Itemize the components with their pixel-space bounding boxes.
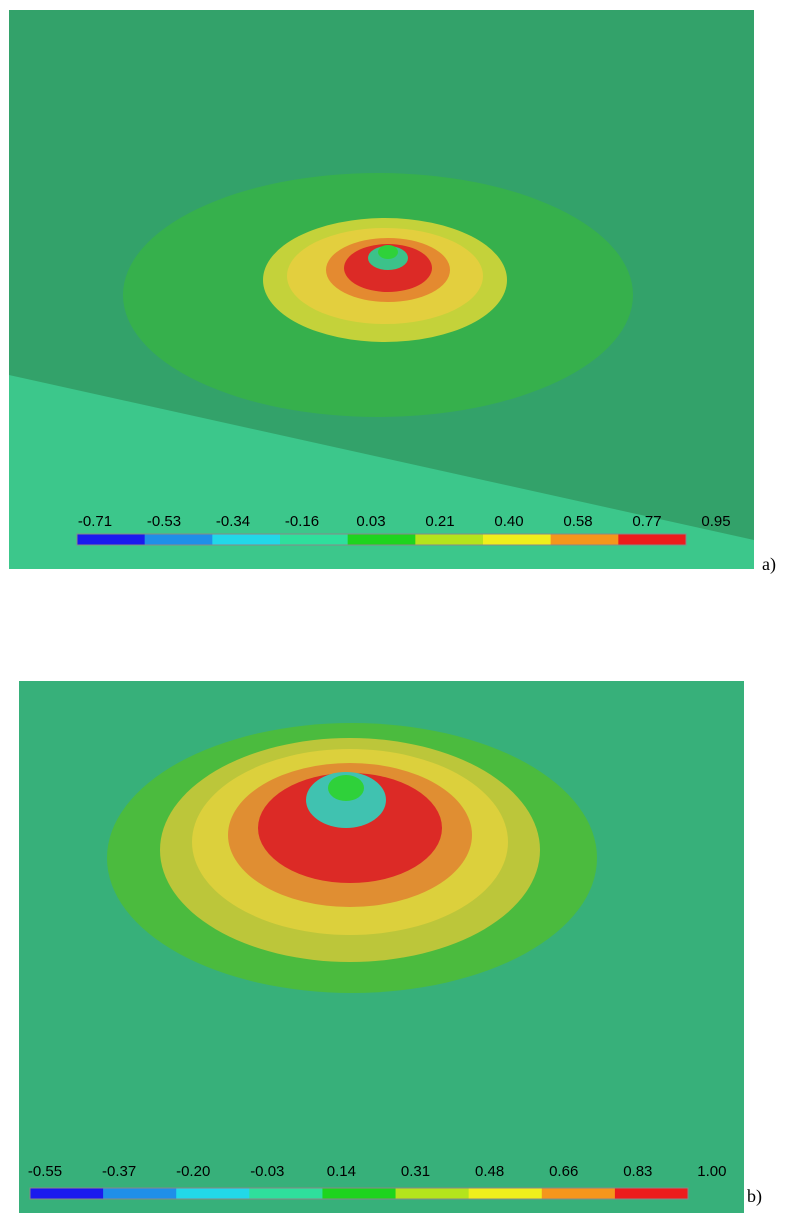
colorbar-tick-label: 0.58 (563, 513, 592, 530)
colorbar-tick-label: -0.03 (250, 1163, 284, 1180)
colorbar-segment (615, 1188, 689, 1199)
colorbar-segment (415, 534, 483, 545)
colorbar-tick-label: -0.34 (216, 513, 250, 530)
colorbar-tick-label: -0.20 (176, 1163, 210, 1180)
colorbar-tick-label: 0.31 (401, 1163, 430, 1180)
colorbar-segment (280, 534, 348, 545)
colorbar-segment (30, 1188, 104, 1199)
colorbar-segment (145, 534, 213, 545)
colorbar-tick-label: -0.71 (78, 513, 112, 530)
colorbar-tick-label: 1.00 (697, 1163, 726, 1180)
colorbar-tick-label: 0.66 (549, 1163, 578, 1180)
colorbar-tick-label: 0.77 (632, 513, 661, 530)
colorbar-tick-label: 0.21 (425, 513, 454, 530)
colorbar-tick-label: 0.95 (701, 513, 730, 530)
colorbar-segment (322, 1188, 396, 1199)
panel-label: a) (762, 554, 776, 575)
colorbar-tick-label: -0.55 (28, 1163, 62, 1180)
panel-a-render (9, 10, 754, 569)
panel-label: b) (747, 1186, 762, 1207)
figure: -0.71 -0.53 -0.34 -0.16 0.03 0.21 0.40 0.58 0.77… (0, 0, 787, 1213)
colorbar-tick-label: 0.40 (494, 513, 523, 530)
colorbar-tick-label: 0.48 (475, 1163, 504, 1180)
colorbar-tick-label: 0.83 (623, 1163, 652, 1180)
colorbar-segment (551, 534, 619, 545)
colorbar-tick-label: 0.03 (356, 513, 385, 530)
colorbar-segment (542, 1188, 616, 1199)
colorbar-tick-label: -0.37 (102, 1163, 136, 1180)
colorbar-segment (483, 534, 551, 545)
colorbar-segment (469, 1188, 543, 1199)
colorbar-segment (249, 1188, 323, 1199)
colorbar-segment (77, 534, 145, 545)
colorbar-segment (103, 1188, 177, 1199)
colorbar-segment (618, 534, 686, 545)
colorbar-tick-label: -0.16 (285, 513, 319, 530)
colorbar-tick-label: -0.53 (147, 513, 181, 530)
panel-b-render (19, 681, 744, 1213)
colorbar-segment (176, 1188, 250, 1199)
colorbar-segment (348, 534, 416, 545)
colorbar-segment (212, 534, 280, 545)
colorbar-tick-label: 0.14 (327, 1163, 356, 1180)
colorbar-segment (396, 1188, 470, 1199)
